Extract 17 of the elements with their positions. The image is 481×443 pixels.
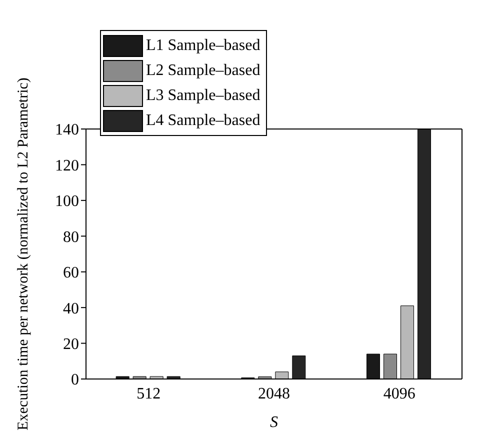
legend-label: L4 Sample–based xyxy=(146,111,260,131)
y-tick-label: 140 xyxy=(55,122,79,139)
y-tick-label: 20 xyxy=(63,336,79,353)
x-tick-label: 4096 xyxy=(383,385,416,402)
y-tick-label: 120 xyxy=(55,157,79,174)
legend-label: L1 Sample–based xyxy=(146,36,260,56)
x-tick-label: 2048 xyxy=(258,385,290,402)
x-tick-label: 512 xyxy=(136,385,161,402)
y-tick-label: 60 xyxy=(63,264,79,282)
y-tick-label: 40 xyxy=(63,300,79,318)
legend-label: L3 Sample–based xyxy=(146,86,260,106)
y-axis-title: Execution time per network (normalized to L2 Parametric) xyxy=(15,78,32,430)
legend-label: L2 Sample–based xyxy=(146,61,260,81)
y-tick-label: 100 xyxy=(55,193,79,210)
y-tick-label: 80 xyxy=(63,228,79,246)
x-axis-title: S xyxy=(270,414,278,431)
y-tick-label: 0 xyxy=(71,372,79,389)
